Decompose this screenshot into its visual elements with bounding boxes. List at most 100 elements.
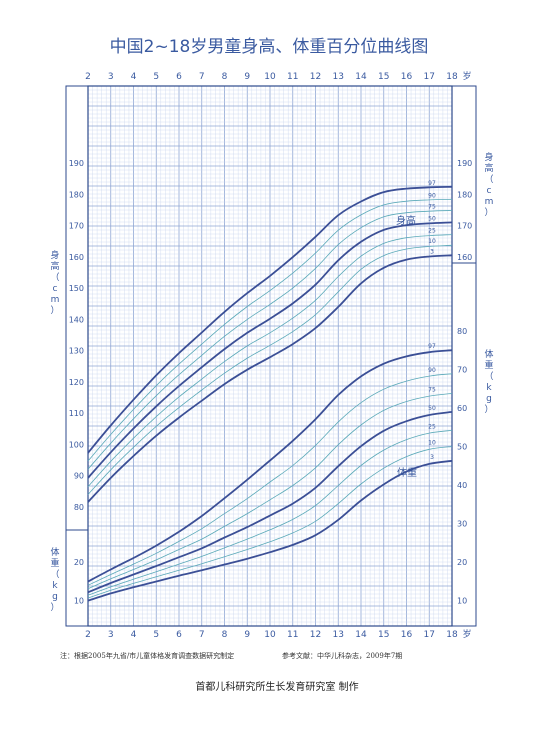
height-tick-right: 180 [457,190,472,199]
height-tick-left: 80 [74,503,84,512]
footnote-right: 参考文献：中华儿科杂志，2009年7期 [282,651,402,660]
height-tick-left: 110 [69,409,84,418]
age-tick-bottom: 3 [108,630,114,640]
age-tick-bottom: 18 [446,630,458,640]
age-tick-top: 7 [199,72,205,82]
percentile-curves [87,185,453,602]
height-axis-title-right: 身高（ c m） [484,151,493,218]
weight-tick-right: 50 [457,443,467,452]
chart-title: 中国2~18岁男童身高、体重百分位曲线图 [110,37,429,57]
age-tick-top: 16 [401,72,413,82]
height-percentile-label: 50 [428,215,436,222]
weight-percentile-label: 10 [428,440,436,447]
height-tick-left: 170 [69,222,84,231]
age-tick-bottom: 8 [222,630,228,640]
left-scale-frame [65,85,89,627]
chart-labels: 身高（ c m ） 身高（ c m ） 体重（ k g ） 体重（ k g ） 3 10 25 50 75 90 97 3 10… [50,151,493,613]
weight-curve-p3 [87,459,453,602]
age-tick-bottom: 15 [378,630,389,640]
height-percentile-label: 75 [428,204,436,211]
weight-curve-p50 [87,411,453,594]
height-curve-p3 [87,254,453,503]
height-tick-left: 190 [69,159,84,168]
weight-tick-right: 40 [457,481,467,490]
height-tick-left: 160 [69,253,84,262]
height-curve-p75 [87,210,453,470]
age-tick-bottom: 9 [244,630,250,640]
age-unit-bottom: 岁 [462,628,471,640]
weight-curve-p97 [87,349,453,583]
age-tick-top: 14 [355,72,367,82]
weight-percentile-label: 3 [430,454,434,461]
height-percentile-label: 25 [428,228,436,235]
height-axis-title-left: 身高（ c m） [50,249,59,316]
weight-percentile-label: 50 [428,405,436,412]
footnote-left: 注：根据2005年九省/市儿童体格发育调查数据研究制定 [60,651,234,660]
height-tick-right: 170 [457,222,472,231]
weight-percentile-label: 25 [428,423,436,430]
weight-tick-right: 80 [457,327,467,336]
height-tick-left: 100 [69,440,84,449]
age-tick-top: 4 [131,72,137,82]
axis-ticks: 2 2 3 3 4 4 5 5 6 6 7 7 8 8 9 9 10 10 11 11 12 12 13 13 14 14 15 15… [69,70,473,640]
age-tick-bottom: 13 [333,630,344,640]
height-percentile-label: 90 [428,192,436,199]
age-tick-bottom: 11 [287,630,298,640]
height-curve-p25 [87,234,453,487]
age-tick-top: 15 [378,72,389,82]
height-curve-p90 [87,198,453,462]
weight-tick-right: 10 [457,597,467,606]
age-unit-top: 岁 [462,70,471,82]
age-tick-bottom: 16 [401,630,413,640]
height-percentile-label: 3 [430,248,434,255]
height-curve-label: 身高 [396,214,416,227]
credit-line: 首都儿科研究所生长发育研究室 制作 [195,680,358,693]
weight-tick-right: 70 [457,366,467,375]
weight-tick-left: 20 [74,558,84,567]
height-tick-left: 150 [69,284,84,293]
height-tick-right: 190 [457,159,472,168]
age-tick-top: 17 [424,72,435,82]
age-tick-top: 13 [333,72,344,82]
weight-curve-p75 [87,393,453,590]
weight-curve-label: 体重 [397,466,417,479]
age-tick-bottom: 12 [310,630,321,640]
age-tick-bottom: 6 [176,630,182,640]
chart-grid [65,85,477,627]
age-tick-top: 6 [176,72,182,82]
weight-tick-left: 10 [74,597,84,606]
right-scale-frame [451,85,477,627]
weight-curve-p90 [87,373,453,586]
height-tick-left: 120 [69,378,84,387]
weight-tick-right: 20 [457,558,467,567]
age-tick-top: 9 [244,72,250,82]
height-tick-left: 90 [74,472,84,481]
weight-tick-right: 30 [457,520,467,529]
weight-tick-right: 60 [457,404,467,413]
weight-curve-p10 [87,446,453,599]
weight-axis-title-right: 体重（ k g） [484,348,493,415]
age-tick-bottom: 5 [153,630,159,640]
height-curve-p10 [87,244,453,495]
age-tick-bottom: 2 [85,630,91,640]
weight-percentile-label: 97 [428,343,436,350]
height-curve-p50 [87,221,453,479]
height-percentile-label: 97 [428,180,436,187]
age-tick-top: 10 [264,72,276,82]
age-tick-bottom: 17 [424,630,435,640]
age-tick-top: 8 [222,72,228,82]
age-tick-top: 2 [85,72,91,82]
height-curve-p97 [87,185,453,454]
age-tick-top: 3 [108,72,114,82]
age-tick-bottom: 14 [355,630,367,640]
height-tick-left: 140 [69,315,84,324]
weight-axis-title-left: 体重（ k g） [50,546,59,613]
weight-percentile-label: 75 [428,386,436,393]
age-tick-bottom: 10 [264,630,276,640]
age-tick-bottom: 4 [131,630,137,640]
height-tick-left: 130 [69,347,84,356]
age-tick-bottom: 7 [199,630,205,640]
height-tick-right: 160 [457,253,472,262]
height-percentile-label: 10 [428,238,436,245]
